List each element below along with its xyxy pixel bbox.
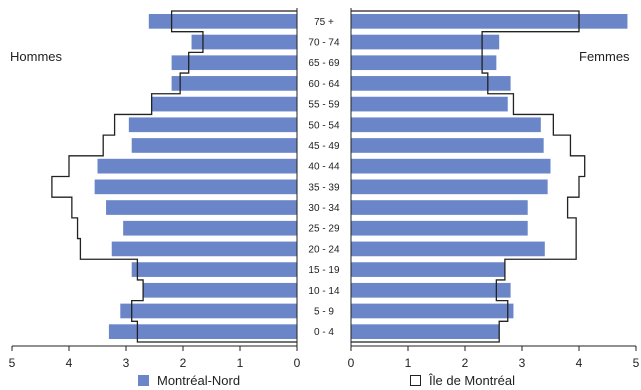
bar-women-15 — [351, 14, 628, 29]
age-label-bg-7 — [304, 179, 344, 195]
age-label: 30 - 34 — [308, 203, 340, 214]
x-tick-label: 5 — [9, 356, 16, 370]
x-tick-label: 2 — [180, 356, 187, 370]
legend-swatch-filled — [138, 374, 149, 386]
x-tick-label: 3 — [123, 356, 130, 370]
bar-men-5 — [123, 220, 298, 236]
age-label: 35 - 39 — [308, 182, 340, 193]
age-label-bg-15 — [304, 13, 344, 29]
bar-women-9 — [351, 138, 544, 153]
x-tick-label: 0 — [348, 356, 355, 370]
bar-women-4 — [351, 241, 545, 257]
age-label: 50 - 54 — [308, 120, 340, 131]
age-label: 0 - 4 — [314, 327, 334, 338]
age-label-bg-9 — [304, 137, 344, 153]
legend-swatch-outline — [410, 374, 421, 386]
bar-women-7 — [351, 179, 548, 195]
bar-men-4 — [111, 241, 297, 257]
bar-men-15 — [148, 14, 297, 29]
age-label: 15 - 19 — [308, 265, 340, 276]
bar-women-2 — [351, 282, 511, 298]
bar-men-12 — [171, 76, 297, 91]
legend-item-montreal-nord: Montréal-Nord — [138, 372, 240, 388]
bar-women-10 — [351, 117, 541, 133]
outline-women — [351, 10, 586, 343]
age-label-bg-8 — [304, 158, 344, 174]
legend-label-ile-de-montreal: Île de Montréal — [429, 372, 515, 388]
x-tick-label: 1 — [237, 356, 244, 370]
bar-men-0 — [108, 324, 298, 339]
bar-men-1 — [120, 303, 297, 319]
x-tick-label: 3 — [519, 356, 526, 370]
x-tick-label: 5 — [633, 356, 640, 370]
men-side-label: Hommes — [10, 49, 63, 64]
bar-women-1 — [351, 303, 514, 319]
bar-men-2 — [143, 282, 297, 298]
bar-men-13 — [171, 55, 297, 71]
x-tick-label: 4 — [576, 356, 583, 370]
x-tick-label: 4 — [66, 356, 73, 370]
age-label-bg-4 — [304, 241, 344, 257]
age-label-bg-6 — [304, 200, 344, 216]
bar-men-7 — [94, 179, 298, 195]
x-tick-label: 2 — [462, 356, 469, 370]
age-label: 70 - 74 — [308, 38, 340, 49]
x-tick-label: 0 — [294, 356, 301, 370]
age-label-bg-13 — [304, 55, 344, 71]
age-label-bg-2 — [304, 282, 344, 298]
bar-men-8 — [97, 158, 297, 174]
bar-women-11 — [351, 96, 508, 112]
bar-women-13 — [351, 55, 497, 71]
age-label: 65 - 69 — [308, 58, 340, 69]
age-label: 55 - 59 — [308, 100, 340, 111]
legend-item-ile-de-montreal: Île de Montréal — [410, 372, 515, 388]
bar-men-9 — [131, 138, 297, 153]
bar-women-12 — [351, 76, 511, 91]
bar-women-14 — [351, 34, 500, 50]
bar-men-6 — [106, 200, 297, 215]
age-label: 40 - 44 — [308, 162, 340, 173]
age-label: 45 - 49 — [308, 141, 340, 152]
women-side-label: Femmes — [579, 49, 630, 64]
age-label: 20 - 24 — [308, 244, 340, 255]
age-label-bg-3 — [304, 262, 344, 278]
age-label-bg-10 — [304, 117, 344, 133]
outline-men — [51, 10, 297, 343]
bar-men-3 — [131, 262, 297, 277]
bar-women-8 — [351, 158, 551, 174]
bar-men-10 — [128, 117, 297, 133]
bar-women-3 — [351, 262, 505, 277]
age-label-bg-14 — [304, 34, 344, 50]
age-label: 5 - 9 — [314, 306, 334, 317]
age-label: 10 - 14 — [308, 286, 340, 297]
bar-women-6 — [351, 200, 528, 215]
bar-men-11 — [151, 96, 297, 112]
age-label-bg-12 — [304, 75, 344, 91]
bar-women-5 — [351, 220, 528, 236]
legend-label-montreal-nord: Montréal-Nord — [157, 372, 241, 388]
age-label: 60 - 64 — [308, 79, 340, 90]
age-label-bg-5 — [304, 220, 344, 236]
age-label-bg-11 — [304, 96, 344, 112]
bar-women-0 — [351, 324, 500, 339]
bar-men-14 — [191, 34, 297, 50]
age-label: 75 + — [314, 17, 334, 28]
age-label-bg-1 — [304, 303, 344, 319]
age-label: 25 - 29 — [308, 224, 340, 235]
age-label-bg-0 — [304, 324, 344, 340]
x-tick-label: 1 — [405, 356, 412, 370]
